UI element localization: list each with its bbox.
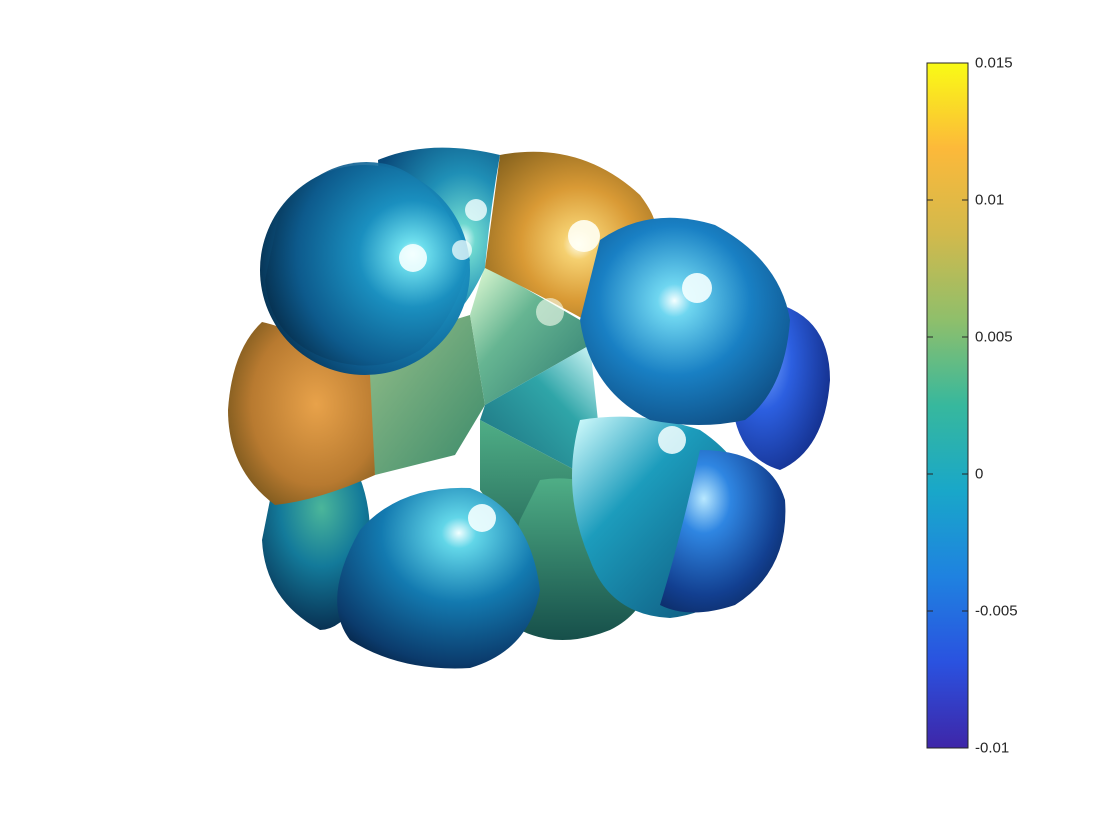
surface-lobe bbox=[580, 217, 790, 425]
specular-highlight bbox=[399, 244, 427, 272]
colorbar-tick-label: 0.005 bbox=[975, 328, 1013, 346]
specular-highlight bbox=[682, 273, 712, 303]
colorbar bbox=[926, 62, 969, 749]
specular-highlight bbox=[658, 426, 686, 454]
molecular-surface bbox=[228, 147, 830, 669]
colorbar-tick-label: -0.005 bbox=[975, 602, 1018, 620]
colorbar-tick-label: 0.01 bbox=[975, 191, 1005, 209]
specular-highlight bbox=[536, 298, 564, 326]
surface-facet bbox=[480, 345, 600, 470]
colorbar-tick-label: 0.015 bbox=[975, 54, 1013, 72]
surface-lobe bbox=[337, 487, 540, 669]
colorbar-ticks bbox=[927, 62, 968, 749]
colorbar-gradient bbox=[926, 62, 969, 749]
surface-lobe bbox=[660, 450, 786, 613]
specular-highlight bbox=[465, 199, 487, 221]
surface-facet bbox=[470, 265, 590, 405]
colorbar-tick-label: -0.01 bbox=[975, 739, 1010, 757]
specular-highlight bbox=[452, 240, 472, 260]
colorbar-tick-label: 0 bbox=[975, 465, 984, 483]
specular-highlight bbox=[468, 504, 496, 532]
specular-highlight bbox=[568, 220, 600, 252]
surface-lobe bbox=[265, 162, 470, 366]
